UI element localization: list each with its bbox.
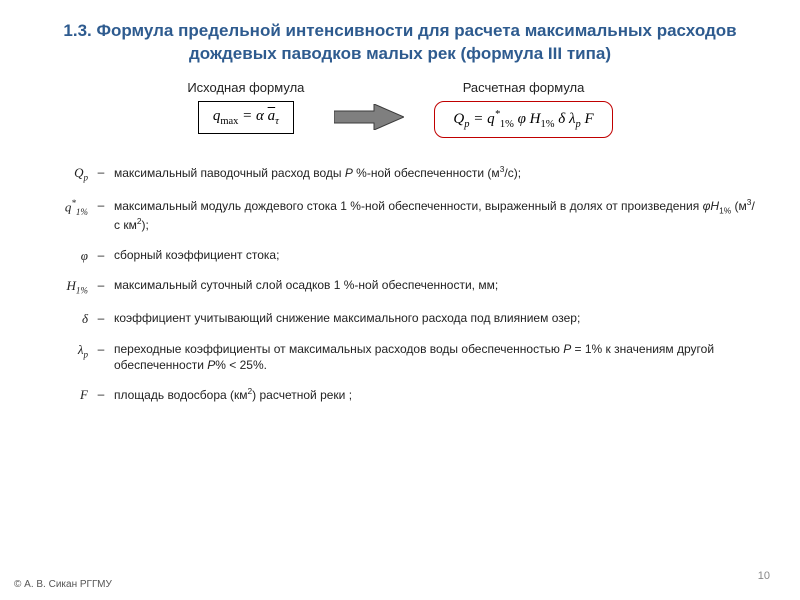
definition-row: φ–сборный коэффициент стока; (40, 247, 760, 265)
calc-formula-label: Расчетная формула (463, 80, 585, 95)
definition-row: H1%–максимальный суточный слой осадков 1… (40, 277, 760, 297)
definition-symbol: H1% (40, 277, 88, 297)
definition-dash: – (88, 197, 114, 213)
footer-page-number: 10 (758, 570, 770, 582)
definition-text: сборный коэффициент стока; (114, 247, 760, 263)
definition-symbol: δ (40, 310, 88, 328)
definition-row: Qp–максимальный паводочный расход воды P… (40, 164, 760, 184)
definition-symbol: φ (40, 247, 88, 265)
calc-formula-box: Qp = q*1% φ H1% δ λp F (434, 101, 612, 138)
definition-row: λp–переходные коэффициенты от максимальн… (40, 341, 760, 373)
definition-dash: – (88, 277, 114, 293)
definition-text: площадь водосбора (км2) расчетной реки ; (114, 386, 760, 403)
source-formula-box: qmax = α aτ (198, 101, 294, 134)
definition-text: переходные коэффициенты от максимальных … (114, 341, 760, 373)
footer-author: © А. В. Сикан РГГМУ (14, 579, 112, 590)
definition-row: q*1%–максимальный модуль дождевого стока… (40, 197, 760, 234)
definition-symbol: Qp (40, 164, 88, 184)
definition-dash: – (88, 164, 114, 180)
definition-dash: – (88, 247, 114, 263)
definition-text: максимальный модуль дождевого стока 1 %-… (114, 197, 760, 234)
definition-dash: – (88, 310, 114, 326)
definitions-list: Qp–максимальный паводочный расход воды P… (40, 164, 760, 404)
definition-symbol: λp (40, 341, 88, 361)
source-formula-label: Исходная формула (187, 80, 304, 95)
definition-row: δ–коэффициент учитывающий снижение макси… (40, 310, 760, 328)
definition-symbol: F (40, 386, 88, 404)
definition-text: максимальный суточный слой осадков 1 %-н… (114, 277, 760, 293)
definition-dash: – (88, 386, 114, 402)
definition-text: коэффициент учитывающий снижение максима… (114, 310, 760, 326)
arrow-icon (334, 104, 404, 135)
definition-text: максимальный паводочный расход воды P %-… (114, 164, 760, 181)
formula-row: Исходная формула qmax = α aτ Расчетная ф… (40, 80, 760, 138)
definition-dash: – (88, 341, 114, 357)
definition-row: F–площадь водосбора (км2) расчетной реки… (40, 386, 760, 404)
source-formula-block: Исходная формула qmax = α aτ (187, 80, 304, 134)
section-title: 1.3. Формула предельной интенсивности дл… (40, 20, 760, 66)
definition-symbol: q*1% (40, 197, 88, 218)
calc-formula-block: Расчетная формула Qp = q*1% φ H1% δ λp F (434, 80, 612, 138)
